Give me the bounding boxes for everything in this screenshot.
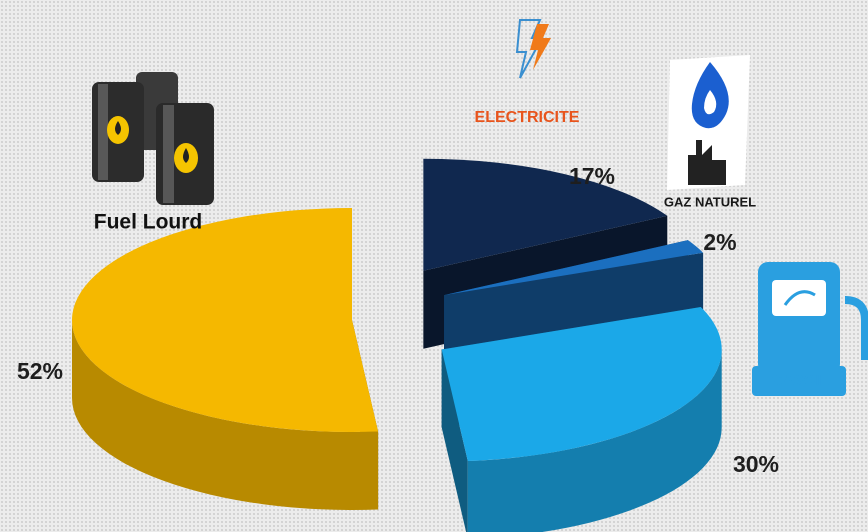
barrels-icon (92, 72, 214, 205)
slice-wall (72, 320, 379, 511)
value-label: 2% (703, 229, 736, 255)
category-label: GAZ NATUREL (664, 194, 756, 209)
electricity-icon (515, 19, 551, 79)
pie-slice (423, 158, 668, 271)
value-label: 17% (569, 163, 615, 189)
value-label: 30% (733, 451, 779, 477)
gas-icon (667, 55, 750, 190)
category-label: ELECTRICITE (475, 109, 580, 126)
slice-wall (467, 349, 722, 532)
pie-slice (441, 307, 722, 462)
category-label: GASOIL (771, 372, 829, 389)
pie-slice (71, 208, 379, 432)
pump-icon (752, 262, 868, 396)
slice-side (441, 349, 468, 532)
value-label: 52% (17, 358, 63, 384)
category-label: Fuel Lourd (94, 211, 203, 234)
pie-slice (444, 240, 704, 296)
icons (92, 19, 868, 396)
